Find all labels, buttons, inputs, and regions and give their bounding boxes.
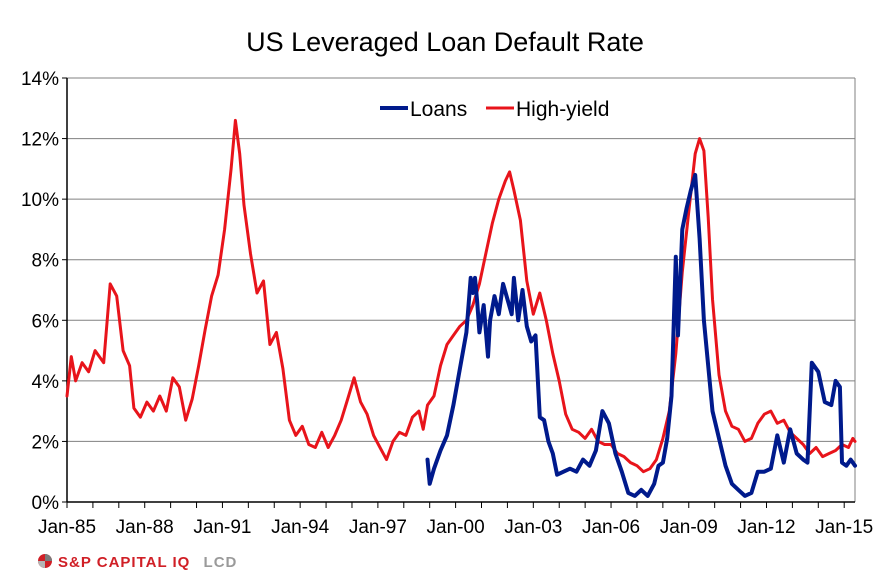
x-tick-label: Jan-12: [737, 517, 795, 538]
x-axis: Jan-85 Jan-88 Jan-91 Jan-94 Jan-97 Jan-00 Jan-…: [38, 501, 873, 538]
x-tick-label: Jan-00: [427, 517, 485, 538]
x-tick-label: Jan-94: [271, 517, 330, 538]
series-line-high-yield: [65, 118, 857, 474]
y-tick-label: 8%: [32, 251, 60, 272]
y-axis: 0% 2% 4% 6% 8% 10% 12% 14%: [21, 69, 68, 514]
footer-brand: S&P CAPITAL IQ: [58, 554, 190, 571]
legend: Loans High-yield: [380, 98, 609, 121]
legend-label-loans: Loans: [410, 98, 467, 121]
sp-logo-icon: [38, 554, 52, 568]
footer: S&P CAPITAL IQ LCD: [38, 554, 237, 571]
footer-product: LCD: [204, 554, 238, 571]
chart-title: US Leveraged Loan Default Rate: [246, 27, 644, 57]
gridlines: [67, 77, 856, 502]
x-tick-label: Jan-91: [193, 517, 251, 538]
y-tick-label: 10%: [21, 190, 59, 211]
x-tick-label: Jan-15: [815, 517, 873, 538]
y-tick-label: 12%: [21, 130, 59, 151]
x-tick-label: Jan-97: [349, 517, 407, 538]
x-tick-label: Jan-03: [504, 517, 562, 538]
x-tick-label: Jan-06: [582, 517, 640, 538]
x-tick-label: Jan-85: [38, 517, 96, 538]
x-tick-label: Jan-88: [116, 517, 174, 538]
legend-label-high-yield: High-yield: [516, 98, 609, 121]
svg-text:S&P CAPITAL IQ LCD: S&P CAPITAL IQ LCD: [58, 554, 237, 571]
x-tick-label: Jan-09: [660, 517, 718, 538]
y-tick-label: 14%: [21, 69, 59, 90]
series-layer: [65, 118, 857, 498]
y-tick-label: 0%: [32, 493, 60, 514]
y-tick-label: 2%: [32, 432, 60, 453]
series-line-loans: [425, 172, 857, 498]
y-tick-label: 6%: [32, 311, 60, 332]
y-tick-label: 4%: [32, 372, 60, 393]
